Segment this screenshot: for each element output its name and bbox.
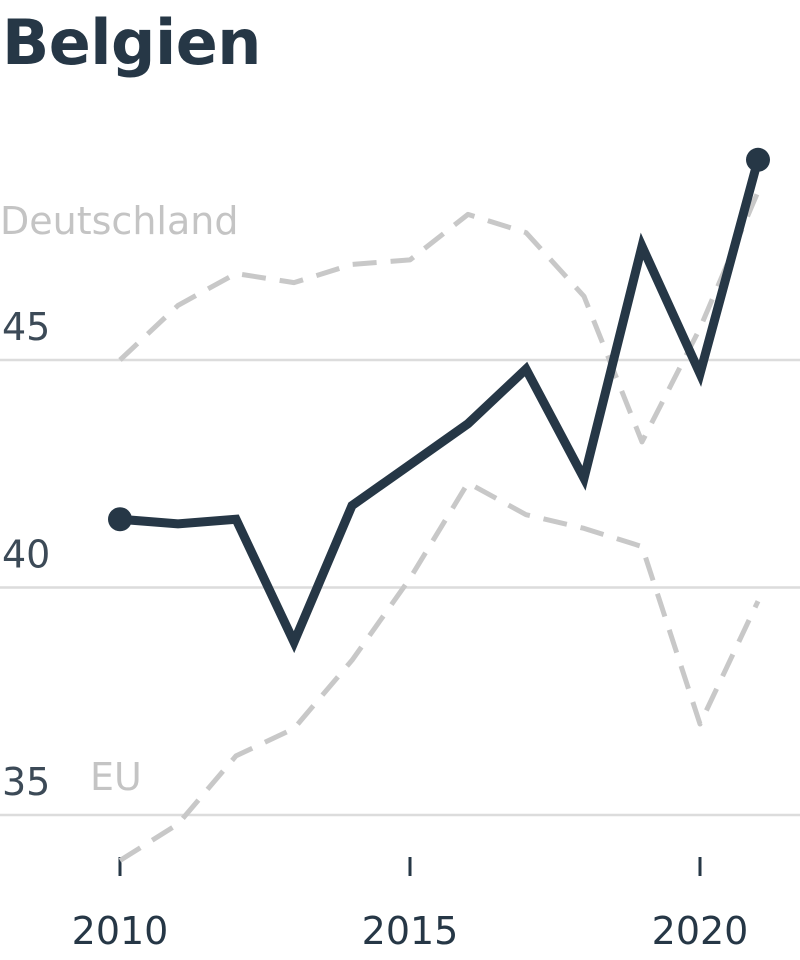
series-labels: Deutschland EU [0,199,238,799]
series-start-point-belgien [108,507,132,532]
y-tick-label-45: 45 [2,305,50,349]
x-tick-label-2015: 2015 [362,909,459,953]
y-tick-label-40: 40 [2,533,50,577]
x-tick-label-2010: 2010 [72,909,169,953]
x-tick-label-2020: 2020 [652,909,749,953]
chart-title: Belgien [2,6,261,79]
series-end-point-belgien [746,147,770,172]
y-axis-tick-labels: 35 40 45 [2,305,50,804]
series-line-eu [118,480,761,863]
x-axis: 2010 2015 2020 [72,857,749,953]
y-tick-label-35: 35 [2,760,50,804]
gridlines [0,358,800,817]
series-line-belgien [119,158,763,654]
series-lines [108,147,770,863]
series-line-deutschland [118,190,761,445]
series-label-eu: EU [90,755,142,799]
series-label-deutschland: Deutschland [0,199,238,243]
